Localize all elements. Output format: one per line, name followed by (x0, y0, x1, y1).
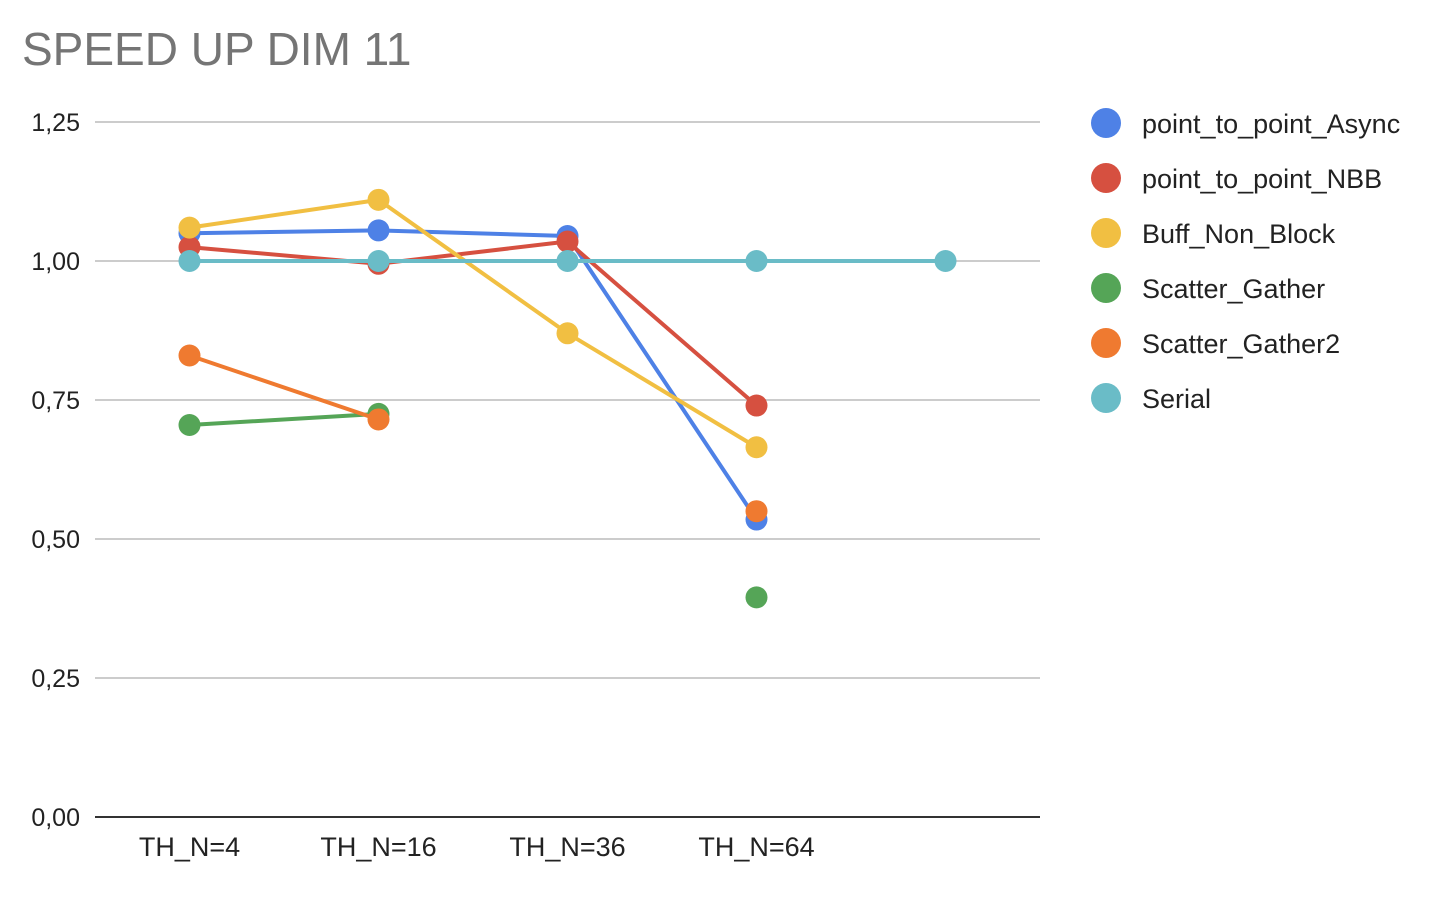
series-line-segment (187, 353, 381, 422)
data-point (178, 250, 201, 272)
series-line-segment (565, 233, 759, 522)
data-point (745, 500, 768, 523)
x-axis-ticks: TH_N=4 TH_N=16 TH_N=36 TH_N=64 (139, 832, 815, 862)
legend-item: point_to_point_NBB (1091, 163, 1382, 194)
x-tick-label: TH_N=64 (698, 832, 814, 862)
legend-marker (1091, 328, 1121, 358)
y-tick-label: 1,25 (31, 109, 80, 137)
data-point (367, 250, 390, 272)
series-line-segment (187, 197, 381, 230)
data-point (178, 216, 201, 239)
legend-marker (1091, 108, 1121, 138)
y-tick-label: 0,75 (31, 387, 80, 415)
legend-marker (1091, 273, 1121, 303)
legend-marker (1091, 383, 1121, 413)
data-point (556, 250, 579, 272)
gridlines (95, 121, 1040, 679)
series-Scatter_Gather2 (178, 344, 768, 523)
series-Serial (178, 250, 957, 272)
legend-marker (1091, 163, 1121, 193)
legend-label: point_to_point_Async (1142, 109, 1400, 139)
series-line-segment (187, 411, 381, 428)
chart-title: SPEED UP DIM 11 (22, 23, 412, 75)
legend-marker (1091, 218, 1121, 248)
data-point (556, 322, 579, 345)
series-lines (178, 188, 957, 609)
legend-label: Buff_Non_Block (1142, 219, 1336, 249)
data-point (745, 586, 768, 609)
legend-label: Serial (1142, 384, 1211, 414)
y-tick-label: 1,00 (31, 248, 80, 276)
data-point (367, 188, 390, 211)
series-line-segment (187, 228, 381, 236)
series-Buff_Non_Block (178, 188, 768, 459)
y-tick-label: 0,00 (31, 804, 80, 832)
data-point (178, 414, 201, 437)
legend: point_to_point_Async point_to_point_NBB Bu… (1091, 108, 1400, 414)
x-tick-label: TH_N=4 (139, 832, 240, 862)
legend-item: Scatter_Gather2 (1091, 328, 1340, 359)
y-tick-label: 0,50 (31, 526, 80, 554)
x-tick-label: TH_N=16 (320, 832, 436, 862)
series-Scatter_Gather (178, 402, 768, 609)
legend-item: Serial (1091, 383, 1211, 414)
data-point (745, 394, 768, 417)
data-point (367, 219, 390, 242)
data-point (367, 408, 390, 431)
series-point_to_point_NBB (178, 230, 768, 417)
data-point (556, 230, 579, 253)
data-point (934, 250, 957, 272)
legend-item: Buff_Non_Block (1091, 218, 1336, 249)
x-tick-label: TH_N=36 (509, 832, 625, 862)
data-point (745, 436, 768, 459)
legend-label: point_to_point_NBB (1142, 164, 1382, 194)
series-line-segment (565, 331, 759, 450)
series-line-segment (376, 228, 570, 238)
legend-item: Scatter_Gather (1091, 273, 1325, 304)
y-tick-label: 0,25 (31, 665, 80, 693)
legend-label: Scatter_Gather (1142, 274, 1325, 304)
legend-item: point_to_point_Async (1091, 108, 1400, 139)
y-axis-ticks: 0,00 0,25 0,50 0,75 1,00 1,25 (31, 109, 80, 832)
data-point (745, 250, 768, 272)
series-line-segment (565, 239, 759, 408)
legend-label: Scatter_Gather2 (1142, 329, 1340, 359)
data-point (178, 344, 201, 367)
series-line-segment (376, 197, 570, 336)
